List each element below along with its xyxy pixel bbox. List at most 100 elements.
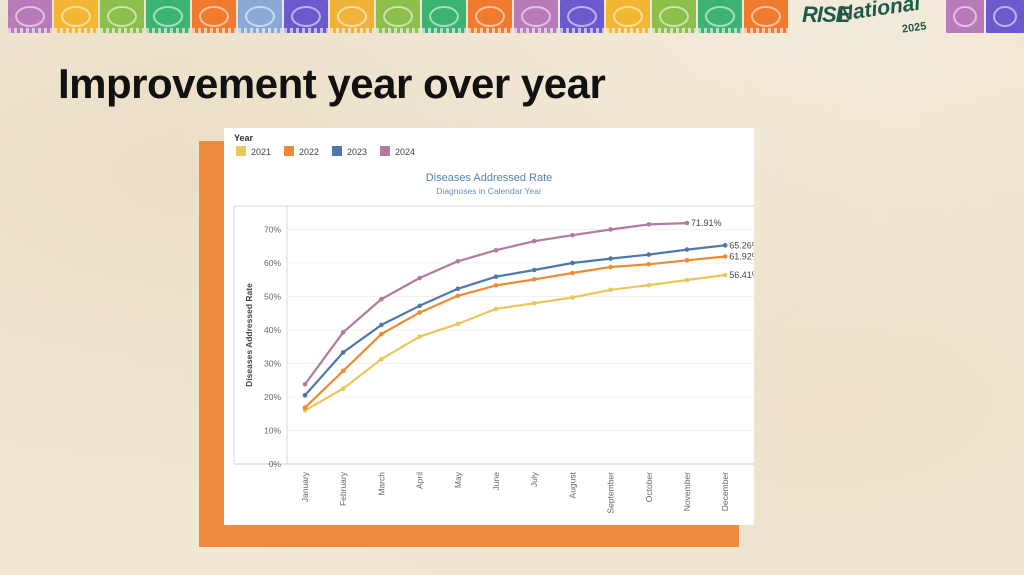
data-point-2023 <box>379 322 384 328</box>
data-point-2022 <box>455 293 461 299</box>
banner-flag <box>54 0 98 33</box>
data-point-2021 <box>417 334 422 339</box>
data-point-2023 <box>302 393 308 398</box>
data-point-2021 <box>570 295 575 300</box>
legend-swatch-2023 <box>332 146 342 156</box>
banner-flag <box>8 0 52 33</box>
banner-flag <box>946 0 984 33</box>
data-point-2022 <box>646 262 652 267</box>
banner-flag <box>284 0 328 33</box>
x-tick-label: August <box>567 471 577 498</box>
end-label-2022: 61.92% <box>729 252 754 262</box>
logo-year-text: 2025 <box>901 20 928 36</box>
x-tick-label: February <box>338 471 348 506</box>
data-point-2024 <box>570 232 575 238</box>
banner-flag <box>514 0 558 33</box>
data-point-2023 <box>531 267 537 273</box>
legend-label-2023: 2023 <box>347 147 367 157</box>
x-tick-label: January <box>300 471 310 502</box>
data-point-2024 <box>608 227 613 232</box>
y-tick-label: 0% <box>269 459 282 469</box>
data-point-2022 <box>722 254 728 259</box>
slide-title: Improvement year over year <box>58 60 606 107</box>
y-tick-label: 40% <box>264 325 281 335</box>
banner-flag <box>652 0 696 33</box>
data-point-2021 <box>531 300 537 306</box>
series-line-2024 <box>304 222 688 385</box>
banner-flag <box>560 0 604 33</box>
x-tick-label: April <box>415 472 425 489</box>
series-line-2023 <box>304 244 726 397</box>
data-point-2021 <box>608 287 613 293</box>
data-point-2022 <box>684 257 690 263</box>
data-point-2024 <box>493 247 499 253</box>
x-tick-label: July <box>529 471 539 487</box>
data-point-2024 <box>417 275 422 281</box>
data-point-2023 <box>493 274 499 279</box>
data-point-2022 <box>570 270 575 276</box>
data-point-2021 <box>722 272 728 278</box>
banner-flag <box>698 0 742 33</box>
data-point-2022 <box>608 264 613 270</box>
data-point-2022 <box>379 331 384 337</box>
y-tick-label: 70% <box>264 224 281 234</box>
banner-flag <box>376 0 420 33</box>
logo-rise-text: RISE <box>802 2 850 27</box>
data-point-2021 <box>646 282 652 288</box>
banner-flag <box>468 0 512 33</box>
data-point-2024 <box>302 381 308 387</box>
legend-swatch-2024 <box>380 146 390 156</box>
x-tick-label: December <box>720 472 730 511</box>
banner-flag <box>100 0 144 33</box>
data-point-2023 <box>417 303 422 309</box>
legend-title: Year <box>234 133 254 143</box>
end-label-2023: 65.26% <box>729 240 754 250</box>
banner-flag <box>330 0 374 33</box>
y-tick-label: 60% <box>264 258 281 268</box>
line-chart: Year 2021 2022 2023 2024 Diseases Addressed R… <box>233 133 754 514</box>
series-line-2022 <box>304 255 726 409</box>
data-point-2021 <box>379 356 384 362</box>
y-axis-title: Diseases Addressed Rate <box>244 283 254 387</box>
legend-swatch-2022 <box>284 146 294 156</box>
data-point-2023 <box>455 286 461 292</box>
banner-flag <box>744 0 788 33</box>
chart-subtitle: Diagnoses in Calendar Year <box>436 186 542 196</box>
legend-label-2024: 2024 <box>395 147 415 157</box>
data-point-2022 <box>302 405 308 411</box>
y-tick-label: 50% <box>264 291 281 301</box>
banner-flag <box>422 0 466 33</box>
data-point-2022 <box>531 277 537 282</box>
data-point-2021 <box>340 386 346 391</box>
data-point-2022 <box>340 368 346 374</box>
legend-swatch-2021 <box>236 146 246 156</box>
banner-flag <box>146 0 190 33</box>
data-point-2024 <box>646 222 652 227</box>
data-point-2021 <box>455 321 461 327</box>
data-point-2024 <box>455 258 461 264</box>
papel-picado-banner <box>0 0 1024 36</box>
data-point-2023 <box>684 247 690 252</box>
data-point-2021 <box>493 306 499 312</box>
banner-flag <box>192 0 236 33</box>
banner-flag <box>606 0 650 33</box>
x-tick-label: September <box>606 472 616 514</box>
banner-flag <box>238 0 282 33</box>
series-line-2021 <box>304 273 726 412</box>
banner-flag <box>986 0 1024 33</box>
x-tick-label: November <box>682 472 692 511</box>
x-tick-label: October <box>644 472 654 502</box>
x-tick-label: March <box>376 472 386 496</box>
y-tick-label: 30% <box>264 358 281 368</box>
chart-title: Diseases Addressed Rate <box>426 172 553 184</box>
data-point-2024 <box>531 238 537 244</box>
end-label-2021: 56.41% <box>729 270 754 280</box>
data-point-2023 <box>340 350 346 355</box>
data-point-2024 <box>684 220 690 226</box>
legend-label-2022: 2022 <box>299 147 319 157</box>
x-tick-label: June <box>491 472 501 491</box>
data-point-2023 <box>646 252 652 257</box>
end-label-2024: 71.91% <box>691 218 722 228</box>
chart-card: Year 2021 2022 2023 2024 Diseases Addressed R… <box>224 128 754 525</box>
rise-national-logo: RISE National 2025 <box>800 0 940 36</box>
